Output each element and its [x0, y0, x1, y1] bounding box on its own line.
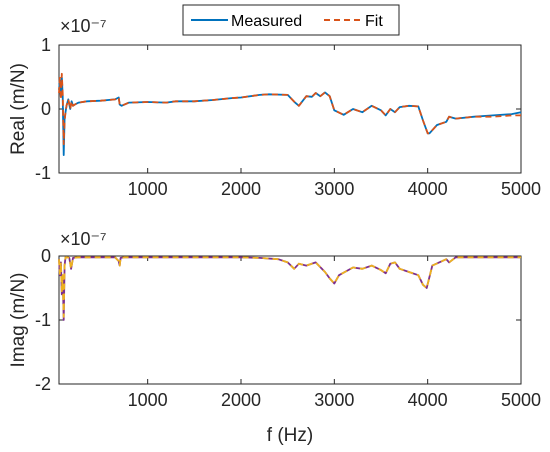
imag-x-tick-label: 3000 — [314, 390, 354, 410]
imag-y-tick-label: -1 — [35, 310, 51, 330]
imag-y-axis-label: Imag (m/N) — [8, 273, 29, 368]
imag-series-fit-line — [58, 256, 521, 318]
real-x-tick-label: 5000 — [501, 179, 541, 199]
real-series — [58, 72, 522, 157]
real-y-axis-label: Real (m/N) — [8, 63, 29, 155]
imag-exponent-label: ×10⁻⁷ — [60, 229, 107, 249]
legend: Measured Fit — [182, 4, 400, 36]
imag-x-ticks: 1000 2000 3000 4000 5000 — [128, 256, 541, 410]
real-axes-box — [58, 44, 522, 174]
imag-x-tick-label: 4000 — [408, 390, 448, 410]
real-y-tick-label: 0 — [41, 99, 51, 119]
imag-axes-box — [58, 255, 522, 385]
imag-x-tick-label: 1000 — [128, 390, 168, 410]
real-x-tick-label: 3000 — [314, 179, 354, 199]
imag-y-ticks: -2 -1 0 — [35, 246, 521, 394]
real-x-tick-label: 2000 — [221, 179, 261, 199]
real-x-ticks: 1000 2000 3000 4000 5000 — [128, 45, 541, 199]
imag-x-tick-label: 5000 — [501, 390, 541, 410]
imag-x-tick-label: 2000 — [221, 390, 261, 410]
imag-series — [58, 256, 521, 321]
real-axes: 1000 2000 3000 4000 5000 -1 0 1 ×10⁻⁷ Real (m/… — [8, 16, 541, 199]
imag-y-tick-label: -2 — [35, 374, 51, 394]
imag-x-axis-label: f (Hz) — [267, 425, 313, 446]
legend-label-measured: Measured — [231, 13, 302, 30]
real-exponent-label: ×10⁻⁷ — [60, 16, 107, 36]
legend-label-fit: Fit — [365, 13, 383, 30]
real-x-tick-label: 4000 — [408, 179, 448, 199]
imag-axes: 1000 2000 3000 4000 5000 -2 -1 0 ×10⁻⁷ Imag (m… — [8, 229, 541, 446]
real-y-tick-label: -1 — [35, 163, 51, 183]
real-y-tick-label: 1 — [41, 35, 51, 55]
imag-y-tick-label: 0 — [41, 246, 51, 266]
real-series-fit-line — [58, 72, 521, 146]
real-x-tick-label: 1000 — [128, 179, 168, 199]
